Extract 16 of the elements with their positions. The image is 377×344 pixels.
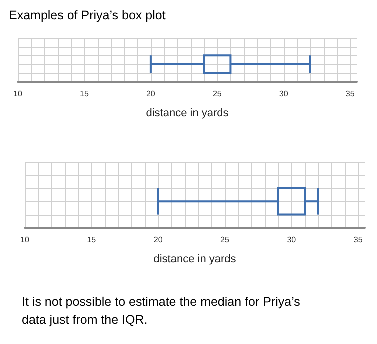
x-tick-label: 35 (354, 236, 364, 244)
x-tick-label: 20 (154, 236, 164, 244)
x-tick-label: 15 (80, 90, 90, 98)
chart-title: Examples of Priya’s box plot (9, 8, 166, 22)
x-tick-label: 25 (220, 236, 230, 244)
x-tick-label: 35 (346, 90, 356, 98)
x-tick-label: 10 (14, 90, 23, 98)
x-tick-label: 30 (279, 90, 289, 98)
x-tick-label: 20 (146, 90, 156, 98)
x-axis-title: distance in yards (146, 108, 230, 120)
x-tick-label: 10 (20, 236, 30, 244)
text: It is not possible to estimate the median for Priya’s data just from the IQR. (22, 295, 304, 327)
x-tick-label: 25 (212, 90, 222, 98)
x-tick-label: 15 (87, 236, 97, 244)
x-axis-title: distance in yards (154, 254, 237, 266)
x-tick-label: 30 (287, 236, 297, 244)
